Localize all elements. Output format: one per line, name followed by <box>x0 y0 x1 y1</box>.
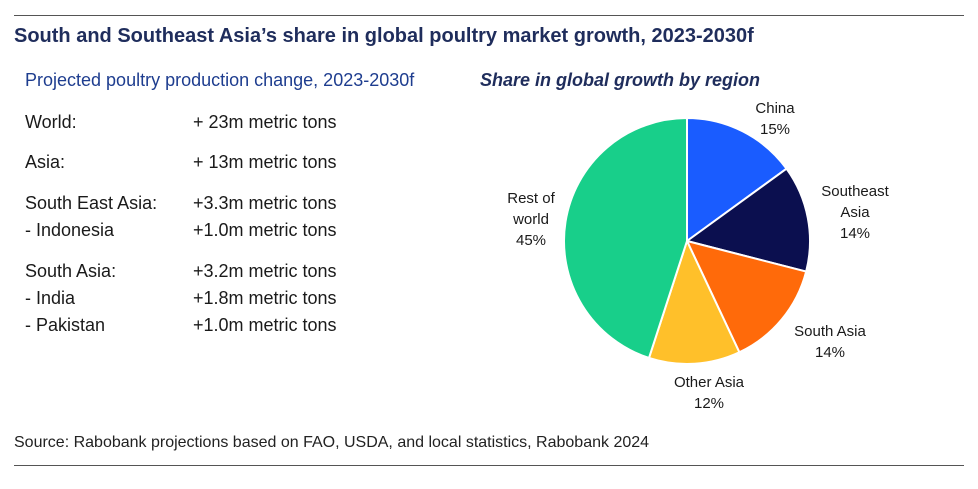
pie-slice-rest-of-world <box>563 116 688 360</box>
slice-label-china: China 15% <box>755 100 795 138</box>
production-heading: Projected poultry production change, 202… <box>25 70 415 90</box>
slice-label-southeast-asia: Southeast Asia 14% <box>821 183 889 242</box>
row-label: South East Asia: <box>25 193 158 213</box>
pie-slice-south-asia <box>685 239 808 354</box>
page-title: South and Southeast Asia’s share in glob… <box>14 25 754 47</box>
row-label: - India <box>25 288 76 308</box>
pie-slice-other-asia <box>647 238 741 365</box>
pie-slice-china <box>686 116 788 243</box>
top-rule <box>14 15 964 16</box>
row-value: +3.3m metric tons <box>193 193 337 213</box>
source-note: Source: Rabobank projections based on FA… <box>14 434 650 451</box>
row-value: +1.8m metric tons <box>193 288 337 308</box>
slice-label-other-asia: Other Asia 12% <box>674 374 745 412</box>
row-label: South Asia: <box>25 261 117 281</box>
row-value: +3.2m metric tons <box>193 261 337 281</box>
row-value: + 23m metric tons <box>193 112 337 132</box>
chart-title: Share in global growth by region <box>480 70 761 90</box>
row-value: +1.0m metric tons <box>193 315 337 335</box>
bottom-rule <box>14 465 964 466</box>
row-value: +1.0m metric tons <box>193 220 337 240</box>
pie-slice-southeast-asia <box>684 167 811 273</box>
row-label: Asia: <box>25 152 66 172</box>
row-value: + 13m metric tons <box>193 152 337 172</box>
row-label: - Pakistan <box>25 315 106 335</box>
slice-label-rest-of-world: Rest of world 45% <box>507 190 555 249</box>
row-label: - Indonesia <box>25 220 115 240</box>
slice-label-south-asia: South Asia 14% <box>794 323 866 361</box>
row-label: World: <box>25 112 77 132</box>
